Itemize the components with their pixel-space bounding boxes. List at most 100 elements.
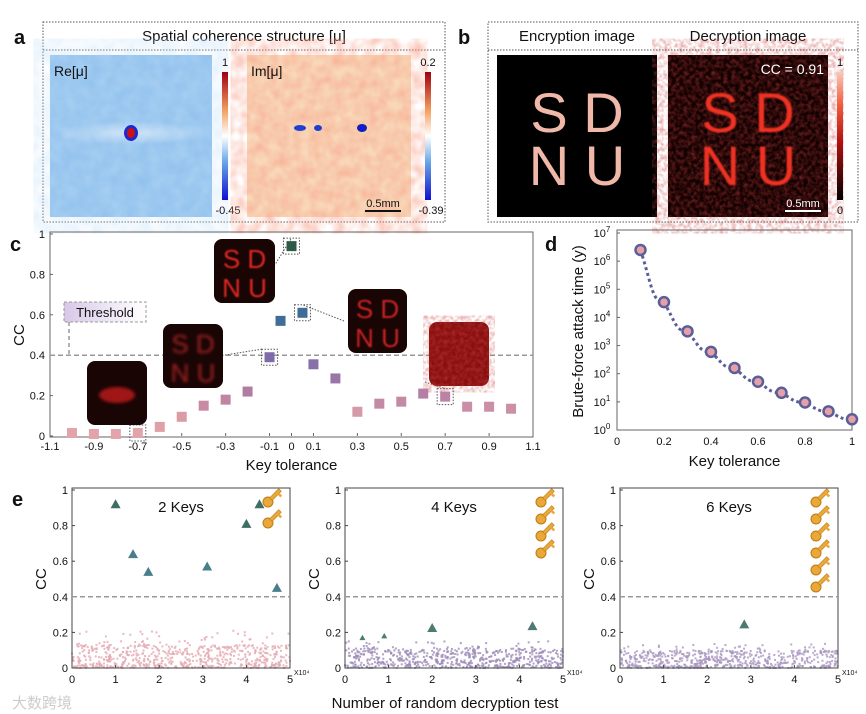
noise-point xyxy=(404,662,407,665)
noise-point xyxy=(493,651,496,654)
noise-point xyxy=(237,632,240,635)
noise-point xyxy=(206,664,209,667)
noise-point xyxy=(646,651,649,654)
y-tick-exponent: 1 xyxy=(606,394,611,403)
noise-point xyxy=(377,641,380,644)
noise-point xyxy=(225,662,228,665)
inset-connector xyxy=(424,381,446,390)
y-tick-label: 0.2 xyxy=(601,627,616,639)
noise-point xyxy=(257,664,260,667)
noise-point xyxy=(535,652,538,655)
noise-point xyxy=(665,659,668,662)
noise-point xyxy=(357,665,360,668)
noise-point xyxy=(275,666,278,669)
noise-point xyxy=(445,665,448,668)
noise-point xyxy=(545,662,548,665)
noise-point xyxy=(669,649,672,652)
noise-point xyxy=(514,659,517,662)
noise-point xyxy=(725,649,728,652)
noise-point xyxy=(238,644,241,647)
noise-point xyxy=(761,644,764,647)
outlier-point xyxy=(271,582,282,592)
noise-point xyxy=(529,652,532,655)
noise-point xyxy=(213,644,216,647)
noise-point xyxy=(354,652,357,655)
noise-point xyxy=(376,658,379,661)
noise-point xyxy=(661,661,664,664)
noise-point xyxy=(699,664,702,667)
noise-point xyxy=(518,659,521,662)
noise-point xyxy=(453,656,456,659)
cc-value-label: CC = 0.91 xyxy=(761,61,825,77)
noise-point xyxy=(358,651,361,654)
noise-point xyxy=(223,645,226,648)
noise-point xyxy=(94,665,97,668)
noise-point xyxy=(141,652,144,655)
noise-point xyxy=(476,647,479,650)
noise-point xyxy=(714,656,717,659)
noise-point xyxy=(101,665,104,668)
noise-point xyxy=(74,666,77,669)
noise-point xyxy=(512,664,515,667)
noise-point xyxy=(417,663,420,666)
noise-point xyxy=(138,643,141,646)
noise-point xyxy=(517,647,520,650)
noise-point xyxy=(84,658,87,661)
noise-point xyxy=(83,645,86,648)
noise-point xyxy=(470,659,473,662)
noise-point xyxy=(692,649,695,652)
noise-point xyxy=(154,666,157,669)
noise-point xyxy=(794,655,797,658)
noise-point xyxy=(541,657,544,660)
noise-point xyxy=(197,666,200,669)
x-tick-label: -0.3 xyxy=(216,441,235,453)
noise-point xyxy=(436,661,439,664)
noise-point xyxy=(756,651,759,654)
noise-point xyxy=(373,646,376,649)
inset-background xyxy=(214,239,275,303)
noise-point xyxy=(620,657,623,660)
noise-point xyxy=(705,655,708,658)
noise-point xyxy=(780,659,783,662)
noise-point xyxy=(626,666,629,669)
noise-point xyxy=(716,659,719,662)
noise-point xyxy=(365,641,368,644)
noise-point xyxy=(105,655,108,658)
noise-point xyxy=(532,649,535,652)
noise-point xyxy=(107,658,110,661)
key-icon xyxy=(535,505,556,525)
noise-point xyxy=(519,656,522,659)
noise-point xyxy=(796,651,799,654)
noise-point xyxy=(482,658,485,661)
noise-point xyxy=(680,665,683,668)
noise-point xyxy=(474,655,477,658)
data-point xyxy=(728,361,741,375)
x-axis-label: Key tolerance xyxy=(689,453,781,470)
noise-point xyxy=(461,661,464,664)
noise-point xyxy=(278,646,281,649)
noise-point xyxy=(470,662,473,665)
noise-point xyxy=(833,664,836,667)
noise-point xyxy=(697,650,700,653)
noise-point xyxy=(516,657,519,660)
noise-point xyxy=(740,664,743,667)
x-tick-label: 3 xyxy=(200,674,206,686)
noise-point xyxy=(736,651,739,654)
noise-point xyxy=(484,662,487,665)
noise-point xyxy=(368,649,371,652)
noise-point xyxy=(798,662,801,665)
noise-point xyxy=(99,662,102,665)
noise-point xyxy=(215,666,218,669)
noise-point xyxy=(355,657,358,660)
noise-point xyxy=(768,658,771,661)
noise-point xyxy=(467,649,470,652)
noise-point xyxy=(467,654,470,657)
noise-point xyxy=(676,662,679,665)
panel-a-title: Spatial coherence structure [μ] xyxy=(142,28,346,45)
noise-point xyxy=(405,657,408,660)
e-xlabel: Number of random decryption test xyxy=(332,695,560,712)
noise-point xyxy=(639,655,642,658)
noise-point xyxy=(620,661,623,664)
noise-point xyxy=(752,657,755,660)
noise-point xyxy=(651,652,654,655)
